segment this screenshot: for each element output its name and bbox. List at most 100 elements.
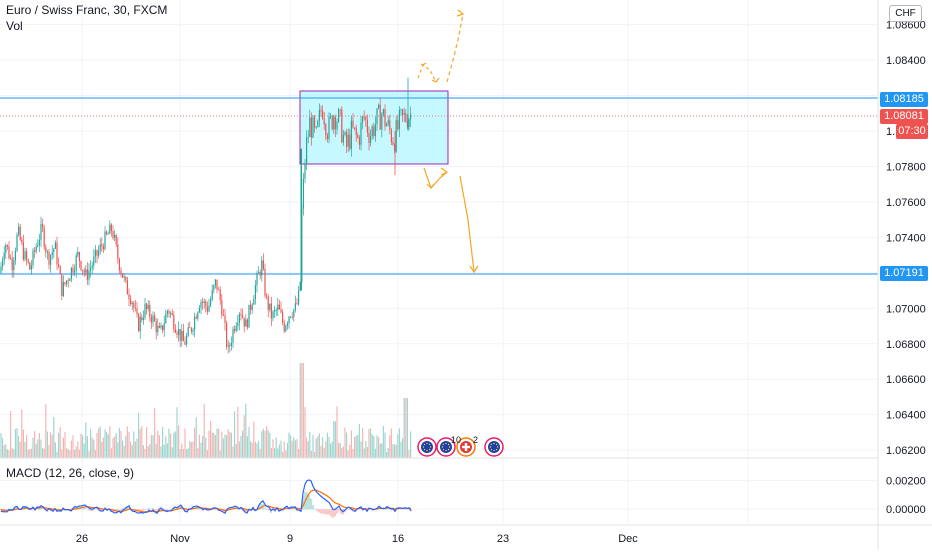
eu-star [423,446,424,447]
volume-bar [124,446,125,458]
macd-histogram-bar [84,507,85,509]
volume-bar [39,433,40,458]
time-tick-label: 9 [287,533,293,545]
candle-body [256,273,257,285]
candle-body [405,113,406,121]
candle-body [149,305,150,317]
eu-star [426,450,427,451]
candle-body [237,323,238,326]
volume-bar [4,445,5,458]
candle-body [181,331,182,341]
candle-body [404,113,405,115]
macd-histogram-bar [166,509,167,510]
volume-bar [143,445,144,458]
candle-body [250,305,251,310]
candle-body [354,127,355,128]
volume-bar [215,435,216,458]
candle-body [335,117,336,130]
volume-bar [381,443,382,458]
candle-body [56,242,57,264]
candle-body [309,118,310,137]
candle-body [146,304,147,309]
macd-histogram-bar [320,509,321,513]
volume-bar [311,451,312,458]
macd-tick-label: 0.00000 [886,504,926,516]
volume-bar [109,426,110,458]
candle-body [122,273,123,277]
candle-body [196,317,197,319]
macd-histogram-bar [308,495,309,509]
volume-bar [85,422,86,458]
candle-body [255,285,256,299]
volume-bar [188,448,189,458]
candle-body [370,136,371,143]
volume-bar [156,444,157,458]
candle-body [205,301,206,306]
macd-histogram-bar [154,509,155,510]
candle-body [402,109,403,114]
volume-bar [208,431,209,458]
volume-bar [242,431,243,458]
volume-bar [204,404,205,458]
candle-body [381,114,382,129]
candle-body [12,258,13,270]
volume-bar [40,440,41,458]
price-tick-label: 1.06800 [886,339,926,351]
candle-body [130,299,131,304]
volume-bar [32,438,33,458]
macd-histogram-bar [120,509,121,511]
candle-body [186,336,187,345]
candle-body [109,225,110,234]
candle-body [332,116,333,129]
candle-body [232,329,233,343]
volume-bar [218,429,219,458]
volume-bar [389,435,390,458]
candle-body [292,317,293,318]
candle-body [215,280,216,286]
volume-bar [260,449,261,458]
eu-star [491,449,492,450]
candle-body [148,305,149,309]
candle-body [50,255,51,265]
volume-bar [63,438,64,458]
volume-bar [269,433,270,458]
volume-bar [301,363,302,458]
volume-bar [368,429,369,458]
macd-histogram-bar [144,509,145,510]
candle-body [322,111,323,118]
volume-bar [292,441,293,458]
candle-body [229,345,230,346]
candle-body [168,311,169,314]
volume-bar [312,435,313,458]
candle-body [104,232,105,250]
candle-body [375,124,376,136]
volume-bar [133,431,134,458]
eu-star [429,444,430,445]
volume-bar [34,431,35,458]
volume-bar [373,436,374,458]
volume-bar [405,398,406,458]
volume-bar [341,448,342,458]
candle-body [197,312,198,318]
volume-bar [31,449,32,458]
candle-body [4,253,5,261]
macd-histogram-bar [142,509,143,511]
candle-body [82,270,83,271]
macd-histogram-bar [314,509,315,510]
candle-body [117,244,118,259]
candle-body [325,125,326,136]
volume-bar [240,436,241,458]
candle-body [167,311,168,314]
candle-body [199,308,200,313]
volume-bar [5,444,6,458]
candle-body [173,315,174,329]
volume-bar [205,438,206,458]
volume-bar [116,433,117,458]
candle-body [165,314,166,324]
volume-bar [303,363,304,458]
currency-button[interactable]: CHF [889,5,922,22]
candle-body [266,296,267,297]
volume-bar [232,446,233,458]
volume-bar [2,438,3,458]
